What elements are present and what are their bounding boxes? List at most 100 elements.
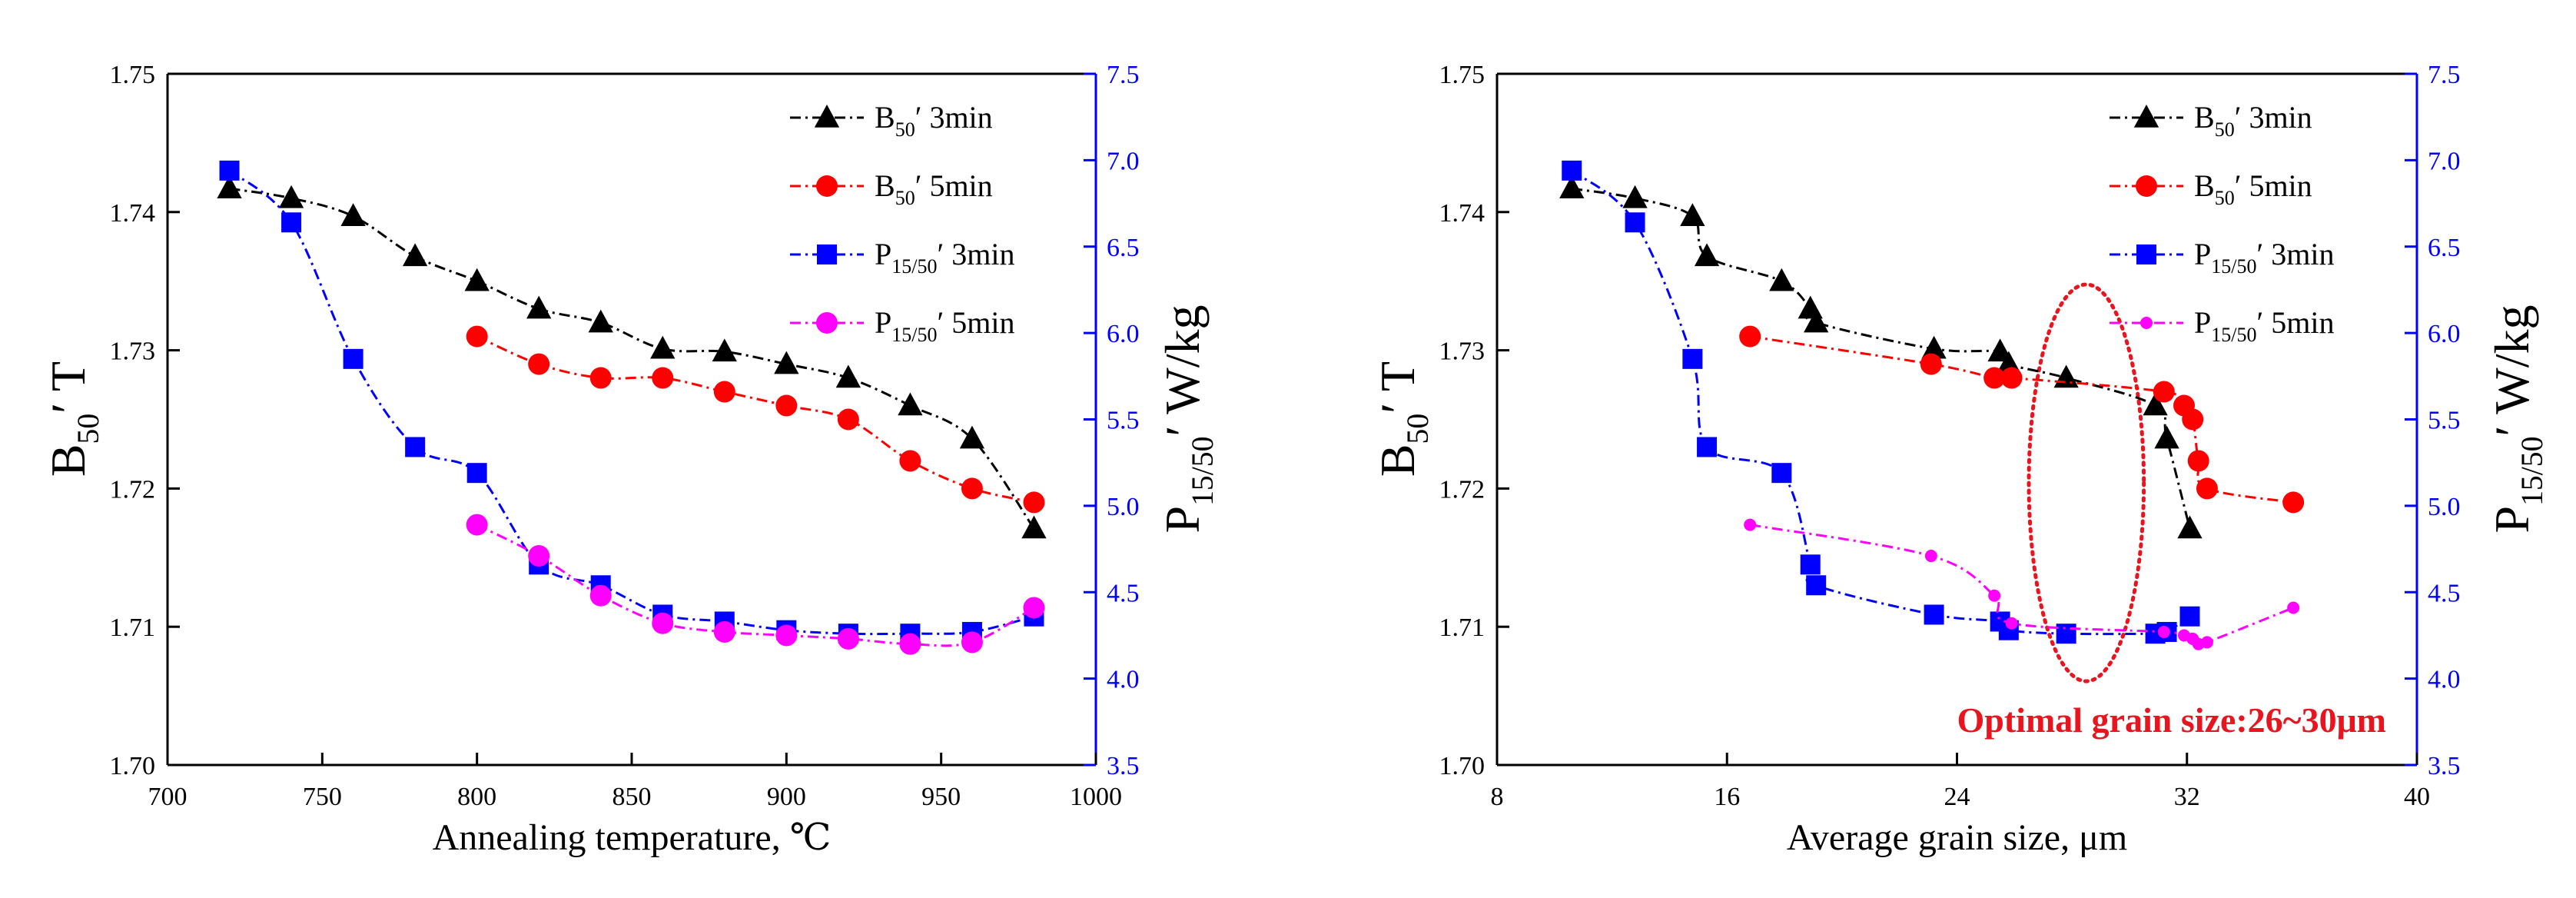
x-tick-label: 700 — [148, 783, 188, 811]
data-point — [2196, 477, 2218, 500]
x-tick-label: 850 — [612, 783, 652, 811]
legend-label: B50′ 5min — [2194, 168, 2312, 209]
legend-label: P15/50′ 5min — [2194, 305, 2334, 346]
y-left-tick-label: 1.73 — [1439, 338, 1486, 366]
data-point — [2282, 491, 2305, 514]
data-point — [466, 514, 488, 536]
data-point — [837, 408, 859, 431]
data-point — [1804, 309, 1829, 333]
data-point — [652, 612, 674, 634]
data-point — [898, 392, 923, 416]
data-point — [961, 631, 983, 654]
data-point — [1021, 515, 1047, 539]
y-right-tick-label: 5.0 — [1107, 493, 1140, 521]
y-right-tick-label: 5.5 — [2428, 407, 2461, 435]
data-point — [528, 353, 550, 375]
legend-label: B50′ 3min — [2194, 100, 2312, 141]
y-left-axis-title: B50′ T — [1370, 361, 1435, 477]
data-point — [1771, 463, 1792, 484]
data-point — [466, 325, 488, 348]
legend-label: P15/50′ 3min — [875, 237, 1014, 278]
x-tick-label: 1000 — [1070, 783, 1122, 811]
data-point — [1694, 243, 1720, 267]
x-axis-title: Annealing temperature, ℃ — [433, 817, 832, 858]
data-point — [278, 185, 304, 208]
highlight-ellipse — [2027, 282, 2146, 683]
data-point — [1023, 491, 1045, 514]
x-tick-label: 40 — [2404, 783, 2430, 811]
series-line — [1572, 187, 2191, 529]
y-left-tick-label: 1.75 — [110, 61, 156, 89]
data-point — [2000, 367, 2023, 389]
y-right-tick-label: 6.5 — [1107, 234, 1140, 262]
y-left-axis-title: B50′ T — [41, 361, 105, 477]
x-tick-label: 900 — [767, 783, 806, 811]
data-point — [1562, 160, 1582, 181]
data-point — [1622, 185, 1648, 208]
data-point — [835, 364, 861, 388]
x-tick-label: 24 — [1944, 783, 1970, 811]
data-point — [1559, 175, 1585, 198]
y-right-tick-label: 6.5 — [2428, 234, 2461, 262]
data-point — [1680, 203, 1705, 226]
data-point — [2187, 450, 2209, 472]
data-point — [1697, 437, 1718, 457]
x-axis-title: Average grain size, μm — [1787, 817, 2127, 858]
legend-label: P15/50′ 3min — [2194, 237, 2334, 278]
chart-panel-grain-size: 8 16 24 32 40 1.70 1.71 1.72 1.73 1.74 1.75 3.5 4.0 4… — [1370, 61, 2549, 858]
y-right-tick-label: 4.0 — [1107, 666, 1140, 694]
x-tick-label: 800 — [457, 783, 496, 811]
data-point — [774, 351, 799, 374]
y-left-tick-label: 1.72 — [110, 475, 156, 504]
y-right-tick-label: 4.0 — [2428, 666, 2461, 694]
data-point — [1800, 554, 1821, 575]
y-right-tick-label: 6.0 — [2428, 320, 2461, 348]
y-left-tick-label: 1.70 — [110, 752, 156, 780]
data-point — [1988, 589, 2001, 602]
data-point — [1023, 597, 1045, 619]
y-right-tick-label: 7.5 — [2428, 61, 2461, 89]
data-point — [652, 367, 674, 389]
legend-marker — [2136, 244, 2156, 264]
data-point — [1806, 575, 1827, 596]
data-point — [1739, 325, 1761, 348]
data-point — [2179, 606, 2200, 627]
series-line — [1749, 524, 2294, 647]
series-line — [1749, 335, 2294, 504]
data-point — [526, 295, 552, 319]
y-left-tick-label: 1.71 — [1439, 614, 1486, 642]
series-line — [476, 524, 1035, 647]
data-point — [899, 450, 921, 472]
data-point — [2143, 392, 2168, 416]
y-right-tick-label: 5.5 — [1107, 407, 1140, 435]
y-right-tick-label: 7.0 — [1107, 147, 1140, 175]
x-tick-label: 950 — [921, 783, 961, 811]
data-point — [340, 203, 366, 226]
x-tick-label: 32 — [2174, 783, 2200, 811]
data-point — [2154, 425, 2179, 449]
data-point — [2177, 515, 2203, 539]
chart-panel-annealing-temperature: 700 750 800 850 900 950 1000 1.70 1.71 1.72 1.73 1.… — [41, 61, 1220, 858]
data-point — [2200, 636, 2213, 649]
legend-label: P15/50′ 5min — [875, 305, 1014, 346]
data-point — [1744, 518, 1757, 531]
data-point — [650, 335, 676, 359]
x-tick-label: 750 — [303, 783, 342, 811]
y-right-tick-label: 5.0 — [2428, 493, 2461, 521]
y-right-tick-label: 6.0 — [1107, 320, 1140, 348]
data-point — [2287, 601, 2300, 614]
y-right-tick-label: 3.5 — [1107, 752, 1140, 780]
data-point — [713, 381, 735, 403]
y-right-tick-label: 7.5 — [1107, 61, 1140, 89]
data-point — [899, 633, 921, 655]
series-line — [476, 335, 1034, 504]
data-point — [1924, 604, 1944, 625]
data-point — [219, 160, 240, 181]
legend-label: B50′ 5min — [875, 168, 993, 209]
data-point — [1983, 367, 2006, 389]
series-line — [1571, 169, 2191, 636]
data-point — [959, 425, 985, 449]
data-point — [1920, 353, 1942, 375]
data-point — [528, 545, 550, 567]
